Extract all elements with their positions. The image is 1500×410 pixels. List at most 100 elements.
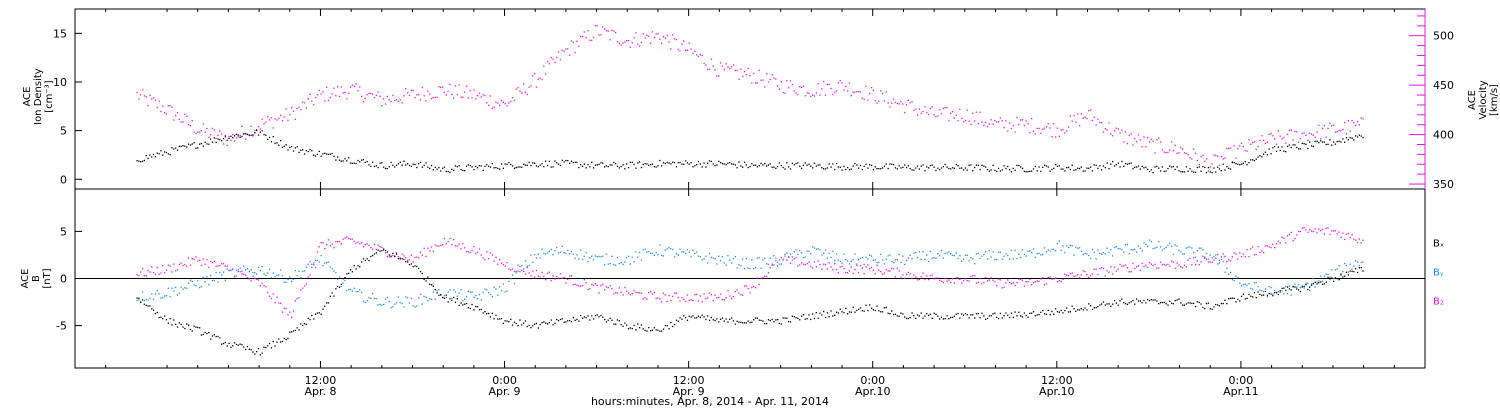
bz-point <box>268 295 271 297</box>
density-point <box>812 167 814 169</box>
density-point <box>1178 170 1180 172</box>
bx-point <box>1220 302 1222 305</box>
bz-point <box>453 239 455 241</box>
density-point <box>889 163 891 165</box>
bx-point <box>1053 313 1055 315</box>
bz-point <box>151 266 153 268</box>
bx-point <box>1299 291 1302 293</box>
density-point <box>548 160 550 162</box>
density-point <box>878 168 880 170</box>
bz-point <box>342 238 344 240</box>
density-point <box>1080 166 1082 168</box>
bx-point <box>979 317 981 319</box>
density-point <box>611 164 613 166</box>
bz-point <box>524 273 527 275</box>
bz-point <box>1119 263 1121 266</box>
density-point <box>1233 162 1235 164</box>
by-point <box>388 300 390 302</box>
by-point <box>386 296 388 299</box>
bx-point <box>569 320 571 322</box>
by-point <box>1009 258 1011 260</box>
density-point <box>1310 145 1313 147</box>
velocity-point <box>1183 152 1186 154</box>
by-point <box>532 261 534 263</box>
velocity-point <box>1147 136 1149 139</box>
bx-point <box>296 327 298 329</box>
bx-point <box>519 319 521 321</box>
bz-point <box>138 274 140 277</box>
velocity-point <box>876 102 878 104</box>
density-point <box>143 159 145 162</box>
bx-point <box>602 316 604 318</box>
by-point <box>165 295 168 297</box>
density-point <box>539 164 541 166</box>
velocity-point <box>245 138 247 140</box>
velocity-point <box>1193 148 1195 150</box>
by-point <box>727 255 729 257</box>
density-point <box>596 164 598 166</box>
bx-point <box>357 265 359 267</box>
velocity-point <box>828 83 830 86</box>
bz-point <box>265 286 267 288</box>
bz-point <box>353 240 355 242</box>
density-point <box>1097 167 1099 169</box>
bx-point <box>1314 281 1316 283</box>
bx-point <box>513 321 516 323</box>
bx-point <box>1123 302 1125 304</box>
by-point <box>241 270 243 272</box>
bz-point <box>743 285 746 287</box>
bz-point <box>478 248 481 250</box>
by-point <box>1097 249 1099 251</box>
bz-point <box>164 272 166 274</box>
bz-point <box>775 260 777 262</box>
velocity-point <box>462 96 464 98</box>
bz-point <box>235 275 238 277</box>
velocity-point <box>753 72 755 75</box>
x-tick-label-time: 0:00 <box>1229 374 1254 387</box>
density-point <box>1301 142 1303 144</box>
bz-point <box>289 311 291 313</box>
velocity-point <box>1307 139 1309 141</box>
velocity-point <box>254 129 256 132</box>
velocity-point <box>436 96 438 98</box>
velocity-point <box>412 89 414 91</box>
bz-point <box>541 271 543 273</box>
bx-point <box>222 342 225 345</box>
bx-point <box>766 322 768 325</box>
bx-point <box>412 266 414 268</box>
velocity-point <box>1182 148 1184 150</box>
density-point <box>808 163 810 165</box>
bx-point <box>616 319 619 321</box>
bz-point <box>1031 284 1033 286</box>
by-point <box>491 295 493 298</box>
bx-point <box>206 333 208 335</box>
bz-point <box>320 242 322 244</box>
velocity-point <box>1159 141 1162 143</box>
bz-point <box>1075 275 1077 277</box>
velocity-point <box>1334 131 1337 133</box>
bx-point <box>1309 286 1311 288</box>
velocity-point <box>327 99 330 102</box>
bz-point <box>640 292 643 294</box>
bx-point <box>745 322 747 324</box>
bz-point <box>252 275 254 277</box>
bx-point <box>515 322 517 325</box>
bz-point <box>732 296 735 298</box>
bz-point <box>545 279 547 281</box>
density-point <box>162 154 164 156</box>
bx-point <box>589 319 591 321</box>
bz-point <box>780 256 782 259</box>
velocity-point <box>626 40 628 42</box>
velocity-point <box>788 87 790 89</box>
by-point <box>598 255 600 258</box>
density-point <box>184 145 186 147</box>
bx-point <box>414 265 416 267</box>
velocity-point <box>701 54 703 57</box>
bx-point <box>1244 298 1246 300</box>
density-point <box>1275 150 1278 152</box>
by-point <box>351 290 353 292</box>
bz-point <box>280 302 282 304</box>
bx-point <box>454 301 457 303</box>
density-point <box>138 160 140 162</box>
density-point <box>712 163 714 165</box>
